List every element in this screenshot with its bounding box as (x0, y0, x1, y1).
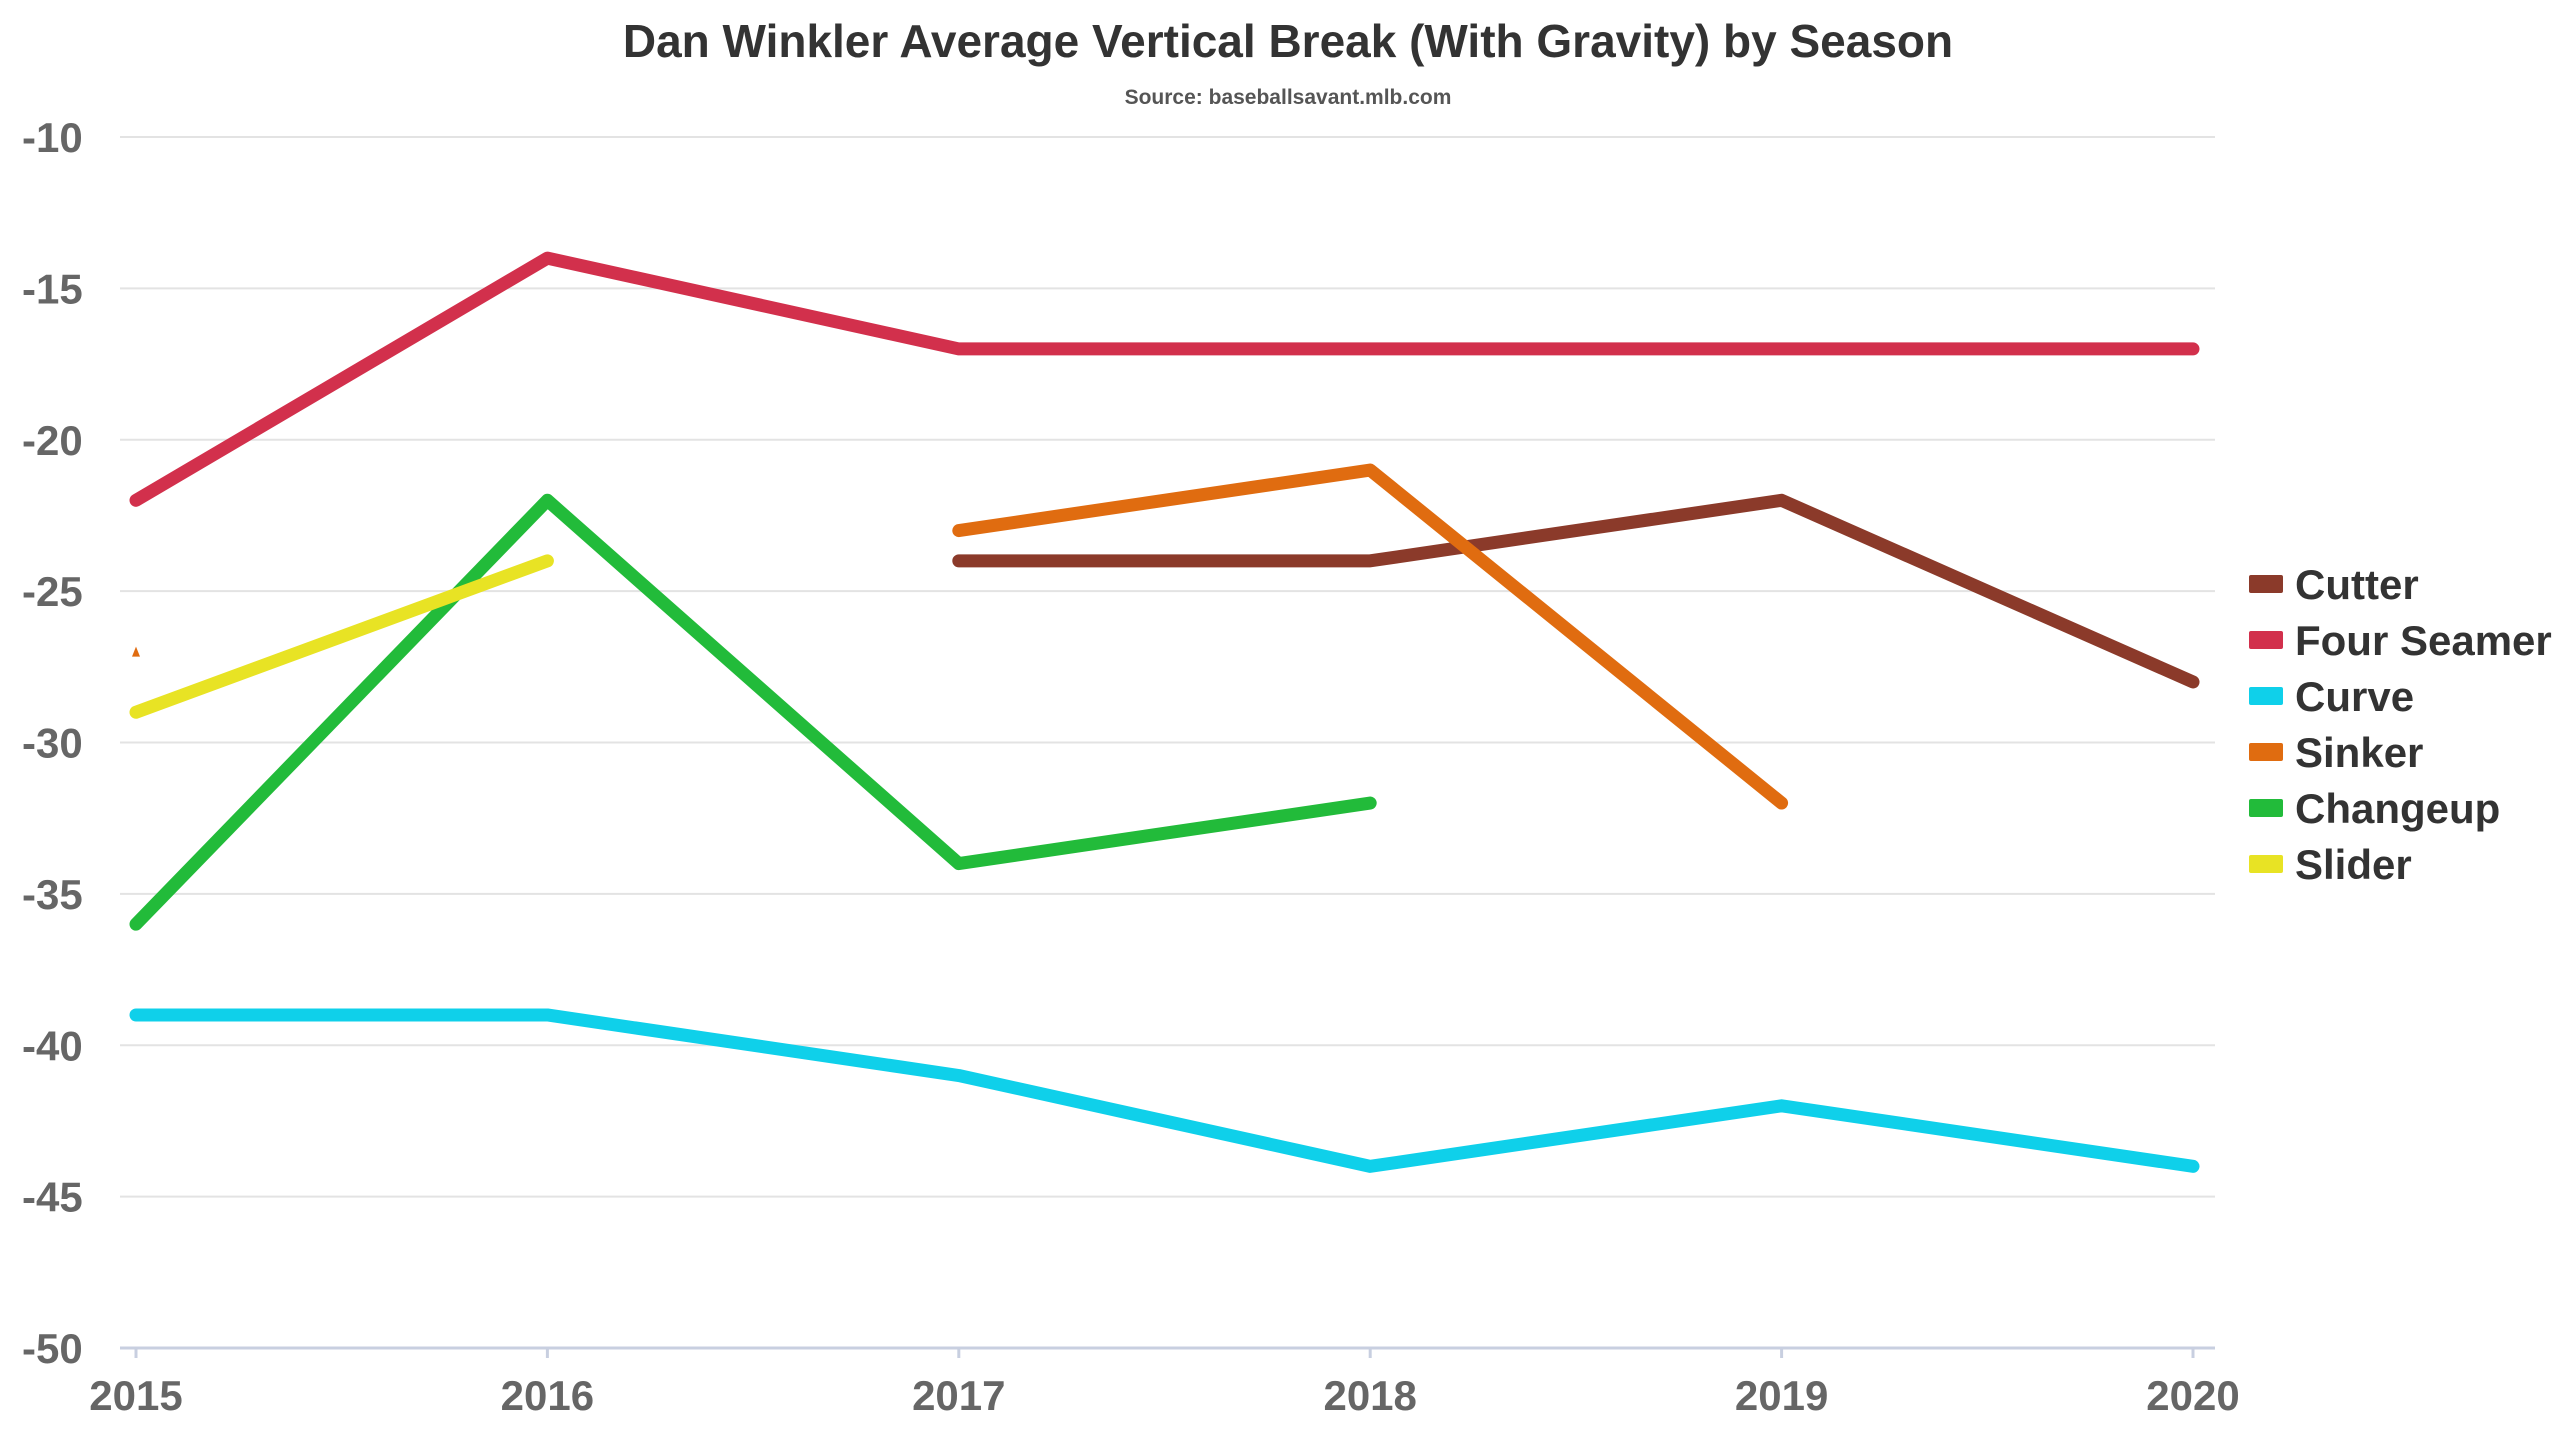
y-tick-label: -25 (22, 568, 83, 615)
x-tick-label: 2018 (1323, 1372, 1416, 1419)
series-slider (129, 554, 554, 719)
legend-label: Sinker (2295, 729, 2423, 776)
legend-swatch (2249, 799, 2283, 817)
legend-swatch (2249, 743, 2283, 761)
y-axis-ticks: -10 -15 -20 -25 -30 -35 -40 -45 -50 (22, 114, 83, 1372)
x-axis-ticks: 2015 2016 2017 2018 2019 2020 (89, 1348, 2240, 1419)
series-line (129, 554, 554, 719)
legend-swatch (2249, 575, 2283, 593)
series-line (129, 493, 1377, 931)
x-tick-label: 2017 (912, 1372, 1005, 1419)
series-line (952, 463, 1789, 810)
legend-item: Four Seamer (2249, 617, 2552, 664)
series-curve (129, 1008, 2200, 1173)
x-tick-label: 2016 (501, 1372, 594, 1419)
x-tick-label: 2020 (2146, 1372, 2239, 1419)
series-line (129, 1008, 2200, 1173)
legend-label: Slider (2295, 841, 2412, 888)
x-tick-label: 2015 (89, 1372, 182, 1419)
series-lines (129, 251, 2200, 1173)
series-four-seamer (129, 251, 2200, 507)
y-tick-label: -40 (22, 1022, 83, 1069)
series-sinker (132, 463, 1789, 810)
legend-item: Cutter (2249, 561, 2419, 608)
legend-item: Changeup (2249, 785, 2500, 832)
legend-item: Sinker (2249, 729, 2423, 776)
x-tick-label: 2019 (1735, 1372, 1828, 1419)
y-tick-label: -35 (22, 871, 83, 918)
y-tick-label: -15 (22, 265, 83, 312)
legend-swatch (2249, 631, 2283, 649)
legend-swatch (2249, 687, 2283, 705)
series-cutter (952, 493, 2200, 689)
legend-item: Slider (2249, 841, 2412, 888)
y-tick-label: -30 (22, 720, 83, 767)
legend-item: Curve (2249, 673, 2414, 720)
legend-label: Cutter (2295, 561, 2419, 608)
chart-subtitle: Source: baseballsavant.mlb.com (1125, 86, 1452, 109)
series-line (952, 493, 2200, 689)
y-tick-label: -50 (22, 1325, 83, 1372)
data-point (132, 646, 140, 657)
legend-label: Changeup (2295, 785, 2500, 832)
y-tick-label: -20 (22, 417, 83, 464)
legend: Cutter Four Seamer Curve Sinker Changeup Slid… (2249, 561, 2552, 888)
series-changeup (129, 493, 1377, 931)
legend-swatch (2249, 855, 2283, 873)
y-tick-label: -10 (22, 114, 83, 161)
series-line (129, 251, 2200, 507)
legend-label: Four Seamer (2295, 617, 2552, 664)
y-tick-label: -45 (22, 1174, 83, 1221)
chart-title: Dan Winkler Average Vertical Break (With… (623, 15, 1953, 67)
legend-label: Curve (2295, 673, 2414, 720)
